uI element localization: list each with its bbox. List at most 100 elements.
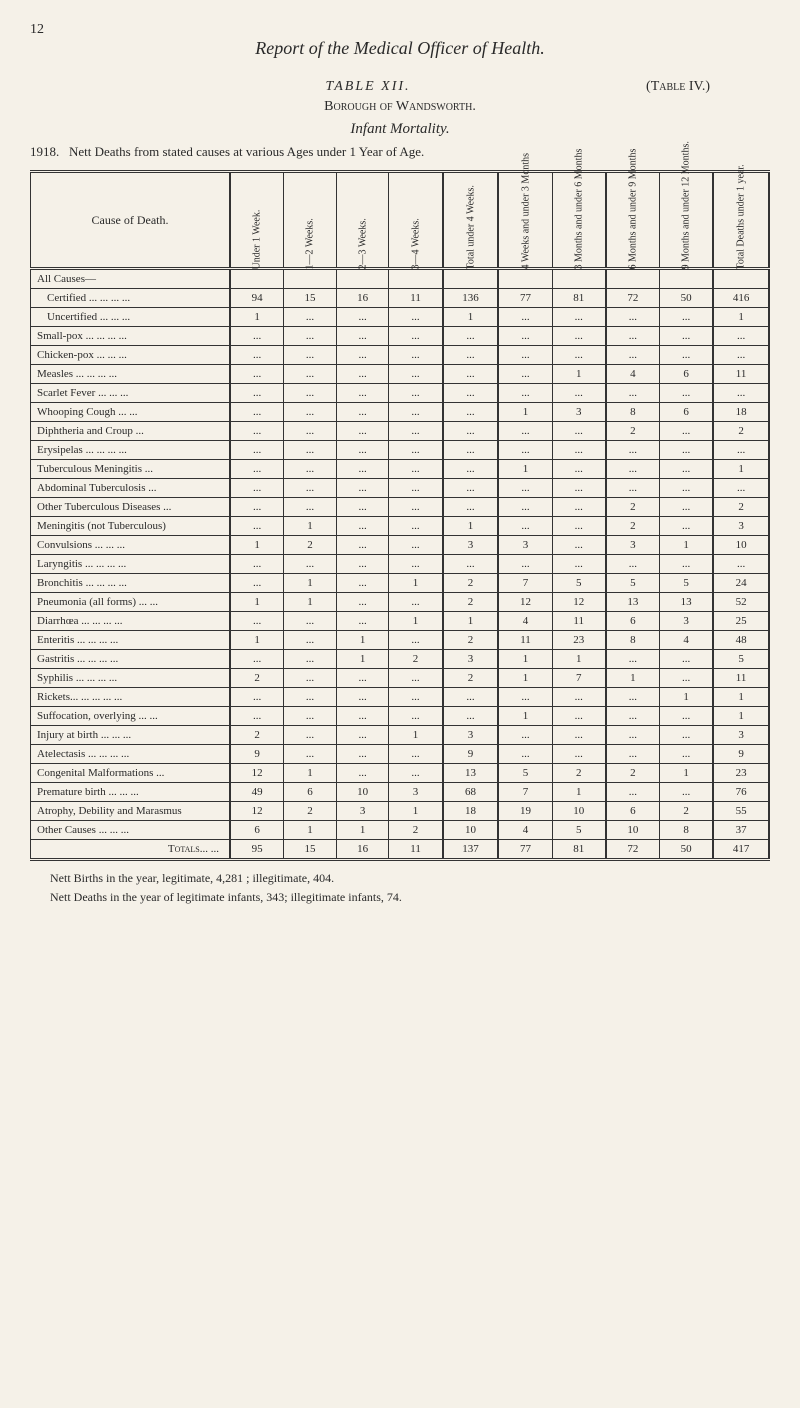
data-cell: ... [284,327,337,346]
data-cell: ... [552,422,606,441]
data-cell: ... [606,384,660,403]
data-cell: 6 [606,802,660,821]
totals-val: 16 [336,840,389,860]
data-cell: ... [336,669,389,688]
cause-label: Premature birth ... ... ... [31,783,231,802]
table-row: Diarrhœa ... ... ... ............1141163… [31,612,770,631]
data-cell: ... [443,327,499,346]
data-cell: ... [284,688,337,707]
data-cell: ... [659,308,713,327]
data-cell: ... [713,346,769,365]
data-cell [498,269,552,289]
data-cell: ... [443,555,499,574]
data-cell: ... [230,422,284,441]
table-row: Atrophy, Debility and Marasmus1223118191… [31,802,770,821]
data-cell: ... [389,593,443,612]
data-cell: ... [606,441,660,460]
table-row: Chicken-pox ... ... ....................… [31,346,770,365]
data-cell: ... [713,479,769,498]
data-cell: ... [284,422,337,441]
data-cell: ... [498,517,552,536]
totals-label: Totals... ... [31,840,231,860]
data-cell: 68 [443,783,499,802]
data-cell: ... [659,384,713,403]
data-cell: ... [230,460,284,479]
data-cell: ... [552,346,606,365]
data-cell: ... [498,346,552,365]
footer-line2: Nett Deaths in the year of legitimate in… [50,890,750,905]
table-row: Pneumonia (all forms) ... ...11......212… [31,593,770,612]
data-cell: ... [284,612,337,631]
table-row: Scarlet Fever ... ... ..................… [31,384,770,403]
data-cell: ... [230,441,284,460]
data-cell: ... [284,479,337,498]
data-cell: 10 [606,821,660,840]
cause-label: Chicken-pox ... ... ... [31,346,231,365]
col-3m-6m: 3 Months and under 6 Months [552,172,606,269]
data-cell: ... [336,498,389,517]
data-cell: ... [606,688,660,707]
data-cell: 4 [606,365,660,384]
data-cell: ... [389,441,443,460]
data-cell: 1 [284,517,337,536]
data-cell: 1 [284,764,337,783]
data-cell: ... [389,536,443,555]
data-cell: ... [498,745,552,764]
data-cell: ... [230,555,284,574]
data-cell: ... [230,650,284,669]
cause-label: Injury at birth ... ... ... [31,726,231,745]
data-cell: 416 [713,289,769,308]
data-cell: ... [606,555,660,574]
data-cell: 15 [284,289,337,308]
data-cell: 2 [606,517,660,536]
data-cell: ... [389,555,443,574]
data-cell: ... [284,650,337,669]
data-cell: 5 [659,574,713,593]
data-cell: ... [336,460,389,479]
data-cell [336,269,389,289]
data-cell: 5 [552,821,606,840]
data-cell: ... [389,327,443,346]
data-cell: 1 [284,593,337,612]
data-cell: ... [230,403,284,422]
data-cell: ... [336,422,389,441]
data-cell: ... [606,783,660,802]
data-cell: 1 [336,650,389,669]
col-4w-3m: 4 Weeks and under 3 Months [498,172,552,269]
data-cell: ... [552,384,606,403]
data-cell: 2 [284,802,337,821]
data-cell: ... [606,726,660,745]
data-cell: 1 [443,308,499,327]
data-cell: 8 [606,403,660,422]
table-row: Diphtheria and Croup ...................… [31,422,770,441]
data-cell: 13 [659,593,713,612]
cause-label: Abdominal Tuberculosis ... [31,479,231,498]
data-cell: ... [606,650,660,669]
data-cell: ... [389,460,443,479]
data-cell: ... [552,707,606,726]
data-cell: ... [389,764,443,783]
data-cell: ... [230,688,284,707]
data-cell: 5 [606,574,660,593]
table-row: Atelectasis ... ... ... ...9.........9..… [31,745,770,764]
footer-line1: Nett Births in the year, legitimate, 4,2… [50,871,750,886]
data-cell: 3 [659,612,713,631]
data-cell: 10 [443,821,499,840]
data-cell: 11 [713,365,769,384]
data-cell: ... [606,479,660,498]
data-cell: ... [230,479,284,498]
data-cell: 3 [443,536,499,555]
data-cell: 1 [713,460,769,479]
data-cell: ... [230,707,284,726]
data-cell: ... [498,441,552,460]
data-cell: ... [389,422,443,441]
data-cell: 1 [713,688,769,707]
data-cell: ... [498,365,552,384]
data-cell: 12 [552,593,606,612]
data-cell: 1 [443,612,499,631]
data-cell: ... [443,688,499,707]
data-cell: ... [606,327,660,346]
data-cell: 10 [713,536,769,555]
data-cell: 13 [606,593,660,612]
data-cell: 6 [659,403,713,422]
